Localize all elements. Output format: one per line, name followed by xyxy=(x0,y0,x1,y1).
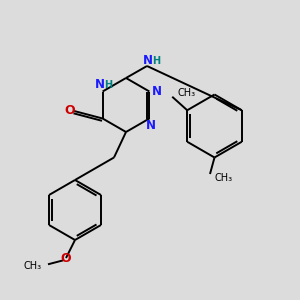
Text: N: N xyxy=(152,85,162,98)
Text: CH₃: CH₃ xyxy=(178,88,196,98)
Text: CH₃: CH₃ xyxy=(214,172,232,183)
Text: H: H xyxy=(104,80,112,90)
Text: N: N xyxy=(146,118,156,132)
Text: CH₃: CH₃ xyxy=(23,261,41,271)
Text: N: N xyxy=(143,54,153,67)
Text: O: O xyxy=(60,252,71,265)
Text: O: O xyxy=(64,104,75,118)
Text: H: H xyxy=(152,56,160,66)
Text: N: N xyxy=(95,78,105,92)
